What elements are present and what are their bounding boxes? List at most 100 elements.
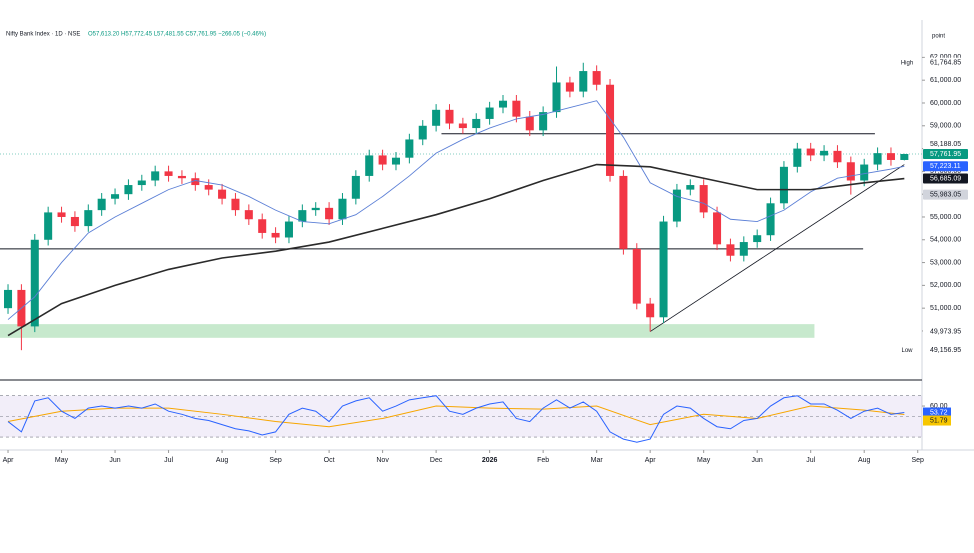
candle-body xyxy=(298,210,307,222)
x-tick-label: Jul xyxy=(806,457,815,464)
candle-body xyxy=(97,198,106,211)
candle-body xyxy=(833,150,842,163)
x-tick-label: Dec xyxy=(430,457,443,464)
candle-body xyxy=(619,175,628,249)
trendline xyxy=(649,164,905,332)
x-tick-label: Mar xyxy=(591,457,604,464)
price-label-box xyxy=(923,57,968,68)
candle-body xyxy=(592,71,601,85)
price-label-tag: High xyxy=(901,60,913,66)
candle-body xyxy=(565,82,574,92)
candle-body xyxy=(458,123,467,129)
candle-body xyxy=(204,185,213,190)
candle-body xyxy=(659,221,668,318)
x-tick-label: Sep xyxy=(911,457,924,464)
candle-body xyxy=(512,100,521,117)
x-tick-label: May xyxy=(55,457,69,464)
moving-average xyxy=(7,163,905,337)
candle-body xyxy=(753,235,762,243)
candle-body xyxy=(151,171,160,181)
candle-body xyxy=(418,125,427,140)
candle-body xyxy=(218,189,227,199)
price-label: 55,983.05 xyxy=(930,191,961,198)
candle-body xyxy=(311,207,320,211)
candle-body xyxy=(672,189,681,222)
price-label-box xyxy=(923,345,968,356)
x-tick-label: Aug xyxy=(858,457,871,464)
candle-body xyxy=(164,171,173,176)
candle-body xyxy=(111,194,120,199)
candle-body xyxy=(432,109,441,126)
candle-body xyxy=(137,180,146,186)
candle-body xyxy=(766,203,775,236)
candle-body xyxy=(57,212,66,217)
x-tick-label: Nov xyxy=(376,457,389,464)
rsi-value-label: 53.72 xyxy=(930,409,948,416)
candle-body xyxy=(4,289,13,309)
candle-body xyxy=(686,185,695,190)
candle-body xyxy=(365,155,374,176)
price-label-box xyxy=(923,189,968,200)
y-tick-label: 55,000.00 xyxy=(930,214,961,221)
rsi-average xyxy=(7,405,905,428)
y-tick-label: 57,000.00 xyxy=(930,168,961,175)
candle-body xyxy=(271,232,280,238)
price-label: 57,761.95 xyxy=(930,151,961,158)
candle-body xyxy=(70,216,79,227)
candle-body xyxy=(900,154,909,160)
price-label: 57,223.11 xyxy=(930,163,961,170)
candle-body xyxy=(779,166,788,204)
x-tick-label: Jun xyxy=(752,457,763,464)
y-tick-label: 60.00 xyxy=(930,403,948,410)
candle-body xyxy=(44,212,53,240)
rsi-value-box xyxy=(923,407,951,418)
candle-body xyxy=(391,157,400,165)
candle-body xyxy=(806,148,815,156)
candle-body xyxy=(124,185,133,195)
moving-average xyxy=(7,100,905,320)
candle-body xyxy=(378,155,387,165)
candle-body xyxy=(338,198,347,220)
candle-body xyxy=(873,153,882,165)
price-label-box xyxy=(923,326,968,337)
candle-body xyxy=(445,109,454,124)
candle-body xyxy=(231,198,240,211)
y-tick-label: 53,000.00 xyxy=(930,259,961,266)
x-tick-label: Aug xyxy=(216,457,229,464)
candle-body xyxy=(886,153,895,160)
price-label-tag: Low xyxy=(901,348,913,354)
candle-body xyxy=(30,239,39,327)
candle-body xyxy=(606,84,615,176)
x-tick-label: Feb xyxy=(537,457,549,464)
candle-body xyxy=(258,219,267,233)
rsi-value-box xyxy=(923,415,951,426)
candle-body xyxy=(325,207,334,220)
price-label: 58,188.05 xyxy=(930,141,961,148)
price-label: 56,685.09 xyxy=(930,175,961,182)
y-tick-label: 54,000.00 xyxy=(930,237,961,244)
candle-body xyxy=(820,150,829,156)
candle-body xyxy=(579,71,588,92)
candle-body xyxy=(485,107,494,119)
candle-body xyxy=(284,221,293,238)
candle-body xyxy=(713,212,722,245)
candle-body xyxy=(351,175,360,199)
price-label-box xyxy=(923,149,968,160)
x-tick-label: Apr xyxy=(645,457,657,464)
y-tick-label: 62,000.00 xyxy=(930,54,961,61)
candle-body xyxy=(632,248,641,304)
candle-body xyxy=(793,148,802,167)
candle-body xyxy=(84,210,93,227)
price-label-box xyxy=(923,139,968,150)
candle-body xyxy=(405,139,414,158)
y-tick-label: 61,000.00 xyxy=(930,77,961,84)
candle-body xyxy=(726,244,735,256)
candle-body xyxy=(646,303,655,318)
legend-symbol: Nifty Bank Index · 1D · NSE xyxy=(6,32,80,38)
candle-body xyxy=(739,242,748,256)
candle-body xyxy=(699,185,708,213)
price-label-box xyxy=(923,173,968,184)
candle-body xyxy=(525,116,534,131)
y-tick-label: 51,000.00 xyxy=(930,305,961,312)
